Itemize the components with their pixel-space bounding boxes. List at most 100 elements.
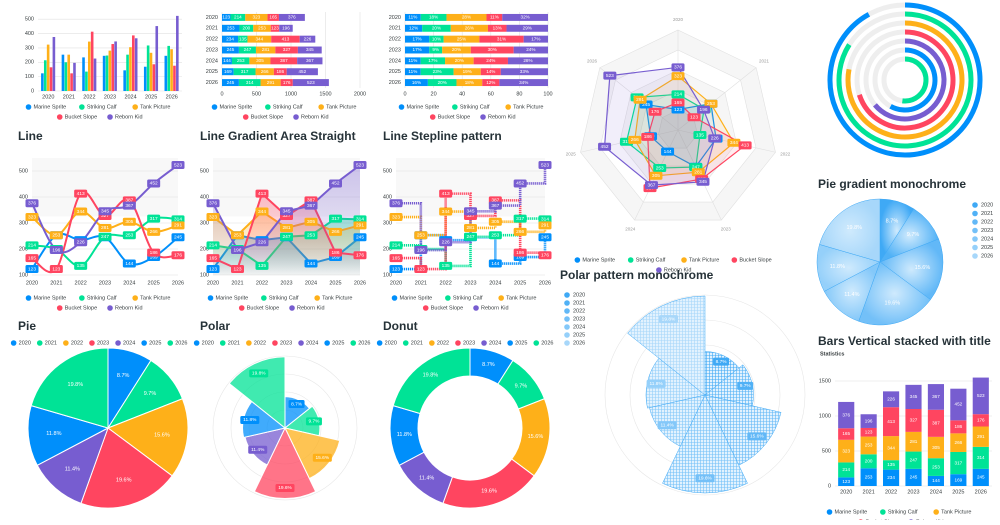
- data-label: 214: [234, 15, 242, 20]
- data-label: 11%: [490, 15, 499, 20]
- bar-segment: [255, 68, 274, 76]
- data-label: 413: [258, 191, 266, 197]
- label-bg: [538, 233, 552, 242]
- chart-title: Polar: [200, 319, 230, 333]
- label-bg: [439, 207, 453, 216]
- chart-title: Pie: [18, 319, 36, 333]
- legend-label: Bucket Slope: [65, 114, 97, 120]
- data-label: 281: [282, 225, 290, 231]
- bar-segment: [238, 46, 256, 54]
- y-tick-label: 2025: [206, 69, 218, 75]
- data-label: 305: [256, 58, 264, 63]
- label-bg: [693, 131, 707, 140]
- data-label: 11.4%: [844, 292, 859, 298]
- bar-segment: [972, 426, 989, 447]
- bar-segment: [222, 46, 239, 54]
- label-bg: [255, 189, 269, 198]
- legend-marker: [445, 295, 451, 301]
- x-tick-label: 2020: [42, 94, 54, 100]
- bar-segment: [972, 377, 989, 415]
- label-bg: [513, 214, 527, 223]
- bar-segment: [838, 401, 855, 429]
- y-tick-label: 500: [19, 168, 28, 174]
- label-bg: [74, 261, 88, 270]
- data-label: 452: [298, 69, 306, 74]
- data-label: 281: [466, 225, 474, 231]
- data-label: 253: [491, 232, 499, 238]
- bar-segment: [442, 46, 471, 54]
- slice: [253, 426, 317, 500]
- legend-marker: [972, 202, 978, 208]
- data-label: 266: [261, 69, 269, 74]
- legend-label: 2025: [515, 340, 527, 346]
- data-label: 144: [125, 261, 133, 267]
- label-bg: [649, 171, 663, 180]
- data-label: 135: [77, 263, 85, 269]
- data-label: 253: [656, 165, 664, 171]
- data-label: 367: [306, 58, 314, 63]
- bar: [152, 64, 156, 91]
- legend-marker: [261, 295, 267, 301]
- y-tick-label: 100: [25, 74, 34, 80]
- label-bg: [389, 199, 403, 208]
- bar: [123, 70, 126, 91]
- legend-marker: [473, 305, 479, 311]
- data-label: 452: [331, 181, 339, 187]
- legend-label: Marine Sprite: [34, 104, 67, 110]
- bar-segment: [286, 68, 318, 76]
- bar-segment: [245, 13, 268, 21]
- chart-title: Donut: [383, 319, 418, 333]
- bar-segment: [405, 35, 430, 43]
- data-label: 367: [307, 203, 315, 209]
- data-label: 291: [977, 434, 985, 439]
- y-tick-label: 400: [383, 194, 392, 200]
- data-label: 11%: [408, 15, 417, 20]
- bar-segment: [838, 477, 855, 486]
- legend-marker: [452, 104, 458, 110]
- legend-label: Reborn Kid: [115, 305, 143, 311]
- chart-title: Pie gradient monochrome: [818, 177, 966, 191]
- slice: [879, 238, 944, 301]
- bar-segment: [506, 24, 548, 32]
- data-label: 19.8%: [846, 225, 862, 231]
- radial-bar: [845, 20, 965, 140]
- label-bg: [633, 95, 647, 104]
- data-label: 144: [932, 478, 940, 483]
- legend-label: 2024: [573, 324, 585, 330]
- data-label: 317: [955, 460, 963, 465]
- legend-marker: [324, 340, 330, 346]
- label-bg: [414, 265, 428, 274]
- data-label: 15.6%: [915, 265, 931, 271]
- data-label: 266: [631, 137, 639, 143]
- legend-label: Tank Picture: [689, 257, 719, 263]
- legend-marker: [933, 509, 939, 515]
- x-tick-label: 2023: [464, 280, 476, 286]
- bar-segment: [523, 35, 548, 43]
- label-bg: [231, 231, 244, 240]
- y-tick-label: 500: [822, 448, 831, 454]
- label-bg: [727, 138, 741, 147]
- legend-marker: [238, 305, 245, 311]
- data-label: 186: [955, 424, 963, 429]
- label-bg: [329, 214, 342, 223]
- legend-label: Striking Calf: [453, 295, 483, 301]
- legend-label: Reborn Kid: [488, 114, 516, 120]
- y-tick-label: 100: [19, 272, 28, 278]
- data-label: 452: [601, 144, 609, 150]
- bar-segment: [500, 68, 548, 76]
- data-label: 413: [741, 143, 749, 149]
- data-label: 15.6%: [154, 433, 170, 439]
- legend-marker: [564, 340, 570, 346]
- data-label: 24%: [486, 58, 495, 63]
- data-label: 214: [392, 243, 400, 249]
- x-tick-label: 100: [543, 91, 552, 97]
- legend-label: 2026: [573, 340, 585, 346]
- bar-segment: [278, 13, 305, 21]
- bar: [67, 54, 71, 91]
- radial-bar: [827, 2, 983, 158]
- bar-segment: [972, 414, 989, 427]
- data-label: 344: [255, 36, 263, 41]
- data-label: 253: [258, 26, 266, 31]
- bar-segment: [470, 46, 514, 54]
- label-bg: [353, 233, 367, 242]
